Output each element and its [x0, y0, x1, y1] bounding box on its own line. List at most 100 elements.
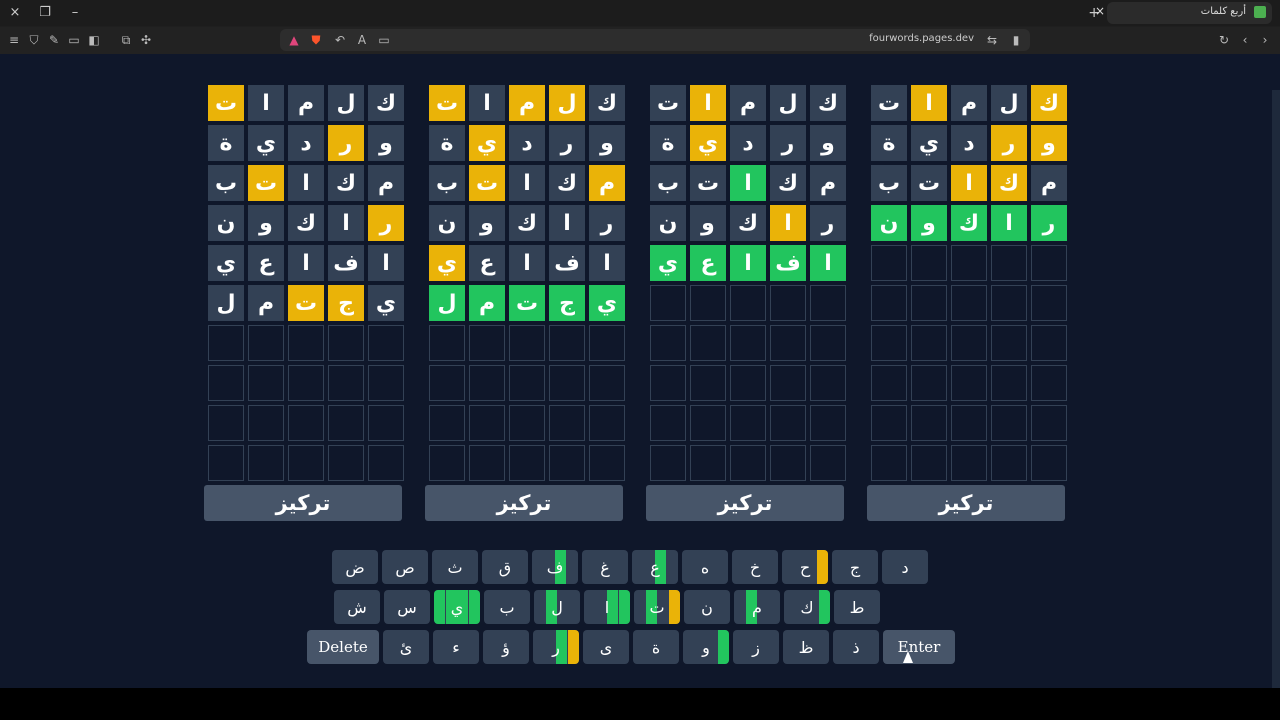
letter-key[interactable]: ئ [383, 630, 429, 664]
tile: ت [248, 165, 284, 201]
letter-key[interactable]: خ [732, 550, 778, 584]
tile: د [288, 125, 324, 161]
key-label: ذ [852, 637, 860, 657]
pin-icon[interactable]: ✎ [48, 33, 60, 47]
letter-key[interactable]: ش [334, 590, 380, 624]
key-label: د [901, 557, 909, 577]
key-label: ه [700, 557, 710, 577]
letter-key[interactable]: ز [733, 630, 779, 664]
tile [509, 365, 545, 401]
letter-key[interactable]: ث [432, 550, 478, 584]
letter-key[interactable]: غ [582, 550, 628, 584]
window-minimize-icon[interactable]: – [71, 5, 79, 20]
tile: ت [690, 165, 726, 201]
screenshot-icon[interactable]: ⧉ [121, 33, 131, 47]
tile [911, 325, 947, 361]
extensions-icon[interactable]: ✣ [140, 33, 152, 47]
letter-key[interactable]: ب [484, 590, 530, 624]
key-board-indicator [619, 590, 630, 624]
window-close-icon[interactable]: × [9, 5, 21, 20]
share-icon[interactable]: ⇆ [986, 33, 998, 47]
menu-icon[interactable]: ≡ [8, 33, 20, 47]
reader-icon[interactable]: ▭ [378, 33, 390, 47]
letter-key[interactable]: ر [533, 630, 579, 664]
letter-key[interactable]: ح [782, 550, 828, 584]
focus-button[interactable]: تركيز [867, 485, 1065, 521]
address-bar[interactable]: ▲ ⛊ ↶ A ▭ fourwords.pages.dev ⇆ ▮ [280, 29, 1030, 51]
letter-key[interactable]: ق [482, 550, 528, 584]
forward-icon[interactable]: › [1262, 33, 1268, 47]
tile: ل [328, 85, 364, 121]
letter-key[interactable]: ط [834, 590, 880, 624]
letter-key[interactable]: م [734, 590, 780, 624]
letter-key[interactable]: ض [332, 550, 378, 584]
focus-button[interactable]: تركيز [204, 485, 402, 521]
letter-key[interactable]: ي [434, 590, 480, 624]
enter-key[interactable]: Enter [883, 630, 955, 664]
letter-key[interactable]: س [384, 590, 430, 624]
letter-key[interactable]: ه [682, 550, 728, 584]
tile [429, 365, 465, 401]
tile: و [1031, 125, 1067, 161]
letter-key[interactable]: ف [532, 550, 578, 584]
tile: ا [730, 165, 766, 201]
board-2: ك ل م ا ت و ر د ي ة م ك ا ت ب ر ا ك و ن ا ف ا ع ي ي ج ت م ل تركيز [425, 85, 625, 521]
tile: م [810, 165, 846, 201]
undo-icon[interactable]: ↶ [334, 33, 346, 47]
letter-key[interactable]: ء [433, 630, 479, 664]
back-icon[interactable]: ‹ [1242, 33, 1248, 47]
tile: ل [770, 85, 806, 121]
tile: ة [650, 125, 686, 161]
page-scrollbar[interactable] [1272, 90, 1280, 688]
tile [690, 365, 726, 401]
letter-key[interactable]: ذ [833, 630, 879, 664]
letter-key[interactable]: ع [632, 550, 678, 584]
focus-button[interactable]: تركيز [425, 485, 623, 521]
tile [549, 325, 585, 361]
sidebar-icon[interactable]: ◧ [88, 33, 100, 47]
focus-button[interactable]: تركيز [646, 485, 844, 521]
brave-rewards-icon[interactable]: ▲ [289, 33, 299, 47]
letter-key[interactable]: ؤ [483, 630, 529, 664]
key-label: ق [498, 557, 512, 577]
letter-key[interactable]: و [683, 630, 729, 664]
tile [951, 365, 987, 401]
tile: م [509, 85, 545, 121]
letter-key[interactable]: ة [633, 630, 679, 664]
tabs-icon[interactable]: ▭ [68, 33, 80, 47]
shield-icon[interactable]: ⛉ [29, 33, 39, 47]
letter-key[interactable]: ى [583, 630, 629, 664]
letter-key[interactable]: ن [684, 590, 730, 624]
brave-shield-icon[interactable]: ⛊ [311, 33, 321, 47]
letter-key[interactable]: ل [534, 590, 580, 624]
tile: ك [770, 165, 806, 201]
key-board-indicator [568, 630, 579, 664]
new-tab-icon[interactable]: + [1088, 5, 1100, 21]
reload-icon[interactable]: ↻ [1218, 33, 1230, 47]
letter-key[interactable]: ص [382, 550, 428, 584]
tile: ي [690, 125, 726, 161]
tile: ا [549, 205, 585, 241]
tile: ع [469, 245, 505, 281]
letter-key[interactable]: ظ [783, 630, 829, 664]
tile: ا [368, 245, 404, 281]
active-tab[interactable]: × أربع كلمات [1095, 2, 1272, 24]
window-restore-icon[interactable]: ❐ [39, 5, 51, 20]
letter-key[interactable]: ا [584, 590, 630, 624]
bookmark-icon[interactable]: ▮ [1012, 33, 1020, 47]
tab-close-icon[interactable]: × [1095, 4, 1106, 18]
key-board-indicator [546, 590, 557, 624]
key-label: م [752, 597, 762, 617]
letter-key[interactable]: ج [832, 550, 878, 584]
letter-key[interactable]: د [882, 550, 928, 584]
letter-key[interactable]: ك [784, 590, 830, 624]
tile [810, 405, 846, 441]
tile: ن [871, 205, 907, 241]
delete-key[interactable]: Delete [307, 630, 379, 664]
letter-key[interactable]: ت [634, 590, 680, 624]
translate-icon[interactable]: A [357, 33, 367, 47]
tile: ا [991, 205, 1027, 241]
tile: م [589, 165, 625, 201]
tile [650, 365, 686, 401]
key-label: ؤ [502, 637, 510, 657]
